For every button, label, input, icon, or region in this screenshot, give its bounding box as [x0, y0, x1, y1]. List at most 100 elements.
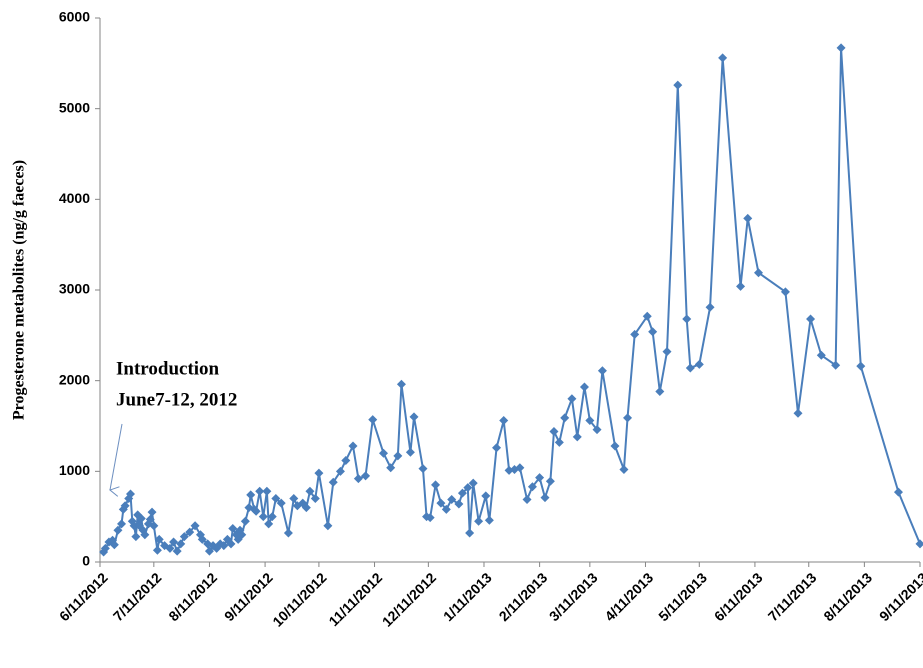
data-point [240, 516, 250, 526]
data-point [560, 413, 570, 423]
data-point [474, 516, 484, 526]
data-point [251, 506, 261, 516]
data-point [226, 539, 236, 549]
data-point [597, 366, 607, 376]
data-point [136, 513, 146, 523]
data-point [447, 494, 457, 504]
data-point [682, 314, 692, 324]
y-axis-label: Progesterone metabolites (ng/g faeces) [11, 160, 28, 420]
data-point [165, 543, 175, 553]
x-tick-label: 1/11/2013 [440, 569, 495, 624]
data-point [793, 408, 803, 418]
data-point [572, 432, 582, 442]
data-point [145, 514, 155, 524]
data-point [527, 482, 537, 492]
data-point [328, 477, 338, 487]
data-point [131, 532, 141, 542]
data-point [126, 489, 136, 499]
data-point [648, 327, 658, 337]
data-point [754, 268, 764, 278]
data-point [109, 540, 119, 550]
data-point [484, 515, 494, 525]
data-point [545, 476, 555, 486]
data-point [368, 415, 378, 425]
data-point [457, 488, 467, 498]
data-point [341, 455, 351, 465]
data-point [262, 486, 272, 496]
data-point [405, 447, 415, 457]
data-point [361, 471, 371, 481]
data-point [185, 527, 195, 537]
data-point [592, 425, 602, 435]
data-point [630, 329, 640, 339]
data-line [102, 47, 921, 554]
data-point [418, 464, 428, 474]
data-point [610, 441, 620, 451]
data-point [499, 416, 509, 426]
data-point [264, 519, 274, 529]
data-point [463, 483, 473, 493]
y-tick-label: 2000 [59, 371, 90, 387]
data-point [431, 480, 441, 490]
data-point [396, 379, 406, 389]
data-point [522, 494, 532, 504]
data-point [441, 504, 451, 514]
data-point [662, 347, 672, 357]
data-point [409, 412, 419, 422]
data-point [673, 80, 683, 90]
data-point [140, 530, 150, 540]
data-point [120, 501, 130, 511]
data-point [310, 494, 320, 504]
data-point [585, 416, 595, 426]
annotation-arrow [110, 423, 123, 490]
data-point [117, 519, 127, 529]
y-tick-label: 5000 [59, 99, 90, 115]
data-point [197, 534, 207, 544]
data-point [743, 213, 753, 223]
y-tick-label: 6000 [59, 9, 90, 25]
data-point [219, 541, 229, 551]
data-point [379, 448, 389, 458]
data-point [893, 487, 903, 497]
data-point [348, 441, 358, 451]
data-point [152, 545, 162, 555]
x-tick-label: 9/11/2013 [876, 569, 923, 624]
y-tick-label: 4000 [59, 190, 90, 206]
data-point [353, 474, 363, 484]
data-point [567, 394, 577, 404]
data-point [806, 314, 816, 324]
data-point [718, 53, 728, 63]
annotation-line: Introduction [116, 358, 220, 379]
x-tick-label: 11/11/2012 [325, 569, 385, 629]
data-point [255, 486, 265, 496]
data-point [393, 451, 403, 461]
data-point [554, 437, 564, 447]
x-tick-label: 10/11/2012 [269, 569, 329, 629]
y-tick-label: 0 [82, 553, 90, 569]
data-point [816, 350, 826, 360]
data-point [549, 426, 559, 436]
x-tick-label: 8/11/2012 [165, 569, 220, 624]
data-point [642, 311, 652, 321]
y-tick-label: 1000 [59, 462, 90, 478]
data-point [515, 463, 525, 473]
data-point [492, 443, 502, 453]
x-tick-label: 9/11/2012 [221, 569, 276, 624]
data-point [271, 494, 281, 504]
data-point [335, 466, 345, 476]
data-point [204, 546, 214, 556]
data-point [149, 521, 159, 531]
x-tick-label: 3/11/2013 [546, 569, 601, 624]
data-point [780, 287, 790, 297]
data-point [258, 512, 268, 522]
data-point [172, 546, 182, 556]
data-point [305, 486, 315, 496]
data-point [100, 543, 110, 553]
data-point [705, 302, 715, 312]
data-point [425, 513, 435, 523]
x-tick-label: 6/11/2012 [56, 569, 111, 624]
data-point [579, 382, 589, 392]
x-tick-label: 8/11/2013 [820, 569, 875, 624]
data-point [190, 521, 200, 531]
data-point [113, 525, 123, 535]
